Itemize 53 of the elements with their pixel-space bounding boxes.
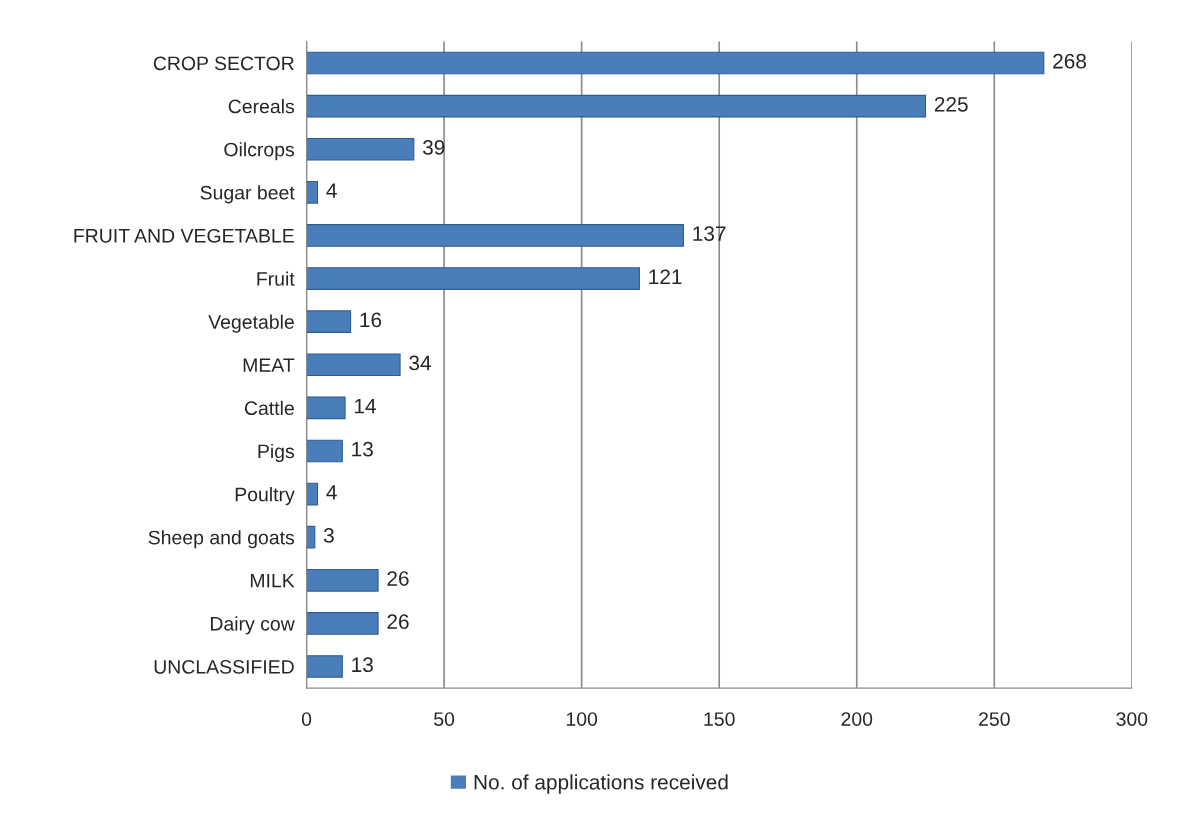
y-tick-label: Sugar beet bbox=[200, 185, 295, 204]
x-tick-label: 0 bbox=[301, 712, 312, 726]
x-tick-label: 200 bbox=[841, 712, 873, 726]
bar bbox=[306, 353, 401, 377]
y-tick-label: Cereals bbox=[228, 99, 295, 114]
data-label: 268 bbox=[1053, 53, 1086, 69]
bar bbox=[306, 180, 319, 204]
data-label: 225 bbox=[934, 96, 968, 112]
x-tick-label: 300 bbox=[1116, 712, 1148, 726]
bar bbox=[306, 568, 379, 592]
data-label: 3 bbox=[323, 528, 334, 543]
y-tick-label: MILK bbox=[250, 573, 295, 588]
bar bbox=[306, 224, 684, 247]
y-tick-label: Dairy cow bbox=[210, 616, 295, 635]
bar bbox=[306, 267, 640, 290]
y-tick-label: Fruit bbox=[257, 271, 295, 286]
data-label: 26 bbox=[387, 571, 409, 586]
data-label: 137 bbox=[693, 226, 726, 242]
data-label: 16 bbox=[360, 312, 382, 328]
data-label: 26 bbox=[387, 614, 409, 629]
data-label: 13 bbox=[352, 441, 373, 457]
data-label: 34 bbox=[409, 355, 431, 371]
legend-label: No. of applications received bbox=[474, 774, 728, 794]
y-tick-label: Sheep and goats bbox=[148, 530, 295, 549]
data-label: 121 bbox=[649, 269, 682, 284]
data-label: 14 bbox=[354, 398, 376, 414]
x-tick-label: 50 bbox=[434, 712, 455, 726]
y-tick-label: CROP SECTOR bbox=[153, 56, 294, 71]
bar bbox=[306, 612, 379, 635]
bar bbox=[306, 482, 319, 506]
bar bbox=[306, 310, 352, 333]
bar bbox=[306, 51, 1045, 75]
y-tick-label: UNCLASSIFIED bbox=[154, 659, 294, 674]
y-tick-label: MEAT bbox=[243, 358, 295, 372]
x-tick-label: 100 bbox=[566, 712, 598, 726]
bar bbox=[306, 94, 927, 118]
y-tick-label: FRUIT AND VEGETABLE bbox=[74, 228, 294, 243]
y-tick-label: Pigs bbox=[258, 443, 295, 463]
data-label: 39 bbox=[422, 140, 445, 155]
y-tick-label: Poultry bbox=[235, 487, 295, 506]
y-tick-label: Oilcrops bbox=[224, 142, 295, 161]
x-tick-label: 250 bbox=[979, 712, 1010, 726]
data-label: 4 bbox=[326, 485, 337, 500]
data-label: 13 bbox=[352, 657, 373, 673]
x-tick-label: 150 bbox=[704, 712, 735, 726]
data-label: 4 bbox=[326, 183, 337, 198]
bar bbox=[306, 137, 415, 161]
bar bbox=[306, 525, 316, 549]
bar bbox=[306, 439, 343, 463]
y-tick-label: Vegetable bbox=[208, 314, 294, 333]
bar bbox=[306, 396, 346, 420]
y-tick-label: Cattle bbox=[244, 400, 294, 416]
bar bbox=[306, 655, 343, 678]
